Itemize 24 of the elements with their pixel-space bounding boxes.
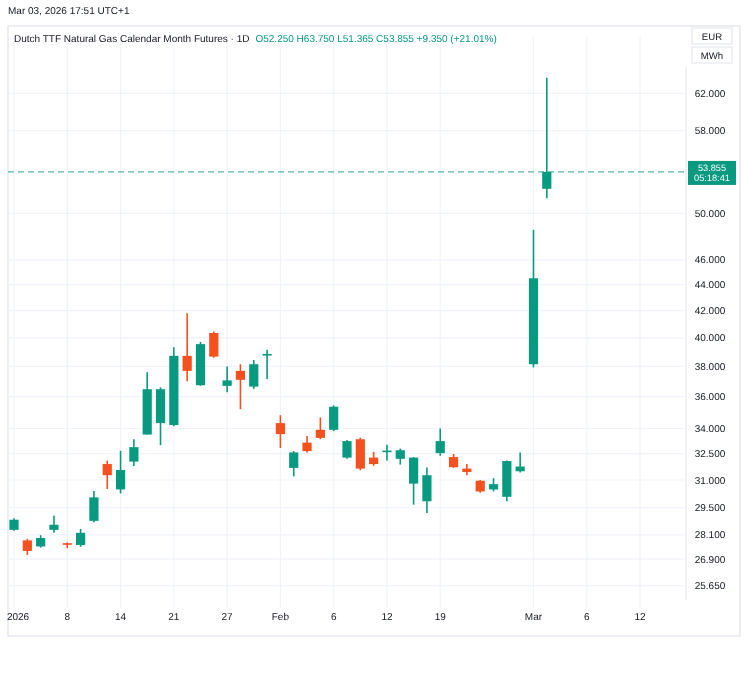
candlestick bbox=[209, 330, 219, 359]
candlestick bbox=[235, 363, 246, 410]
candlestick bbox=[262, 349, 272, 380]
candlestick bbox=[315, 416, 325, 441]
candlestick bbox=[355, 436, 365, 471]
candlestick bbox=[182, 312, 192, 383]
candlestick bbox=[435, 427, 445, 457]
candlestick bbox=[89, 490, 99, 524]
candlestick bbox=[289, 450, 299, 478]
candlestick bbox=[102, 459, 112, 490]
candlestick bbox=[342, 439, 352, 460]
candlestick bbox=[409, 456, 419, 506]
candlestick bbox=[222, 365, 232, 394]
candlestick bbox=[422, 466, 432, 514]
candlestick bbox=[195, 341, 206, 387]
candlestick bbox=[129, 438, 139, 467]
candlestick bbox=[515, 451, 525, 474]
candlestick bbox=[115, 449, 126, 495]
candlestick bbox=[142, 371, 152, 436]
candlestick bbox=[249, 359, 259, 390]
candlestick bbox=[502, 459, 512, 503]
candlestick bbox=[155, 386, 166, 446]
candlestick bbox=[275, 414, 285, 449]
candlestick bbox=[329, 404, 339, 432]
